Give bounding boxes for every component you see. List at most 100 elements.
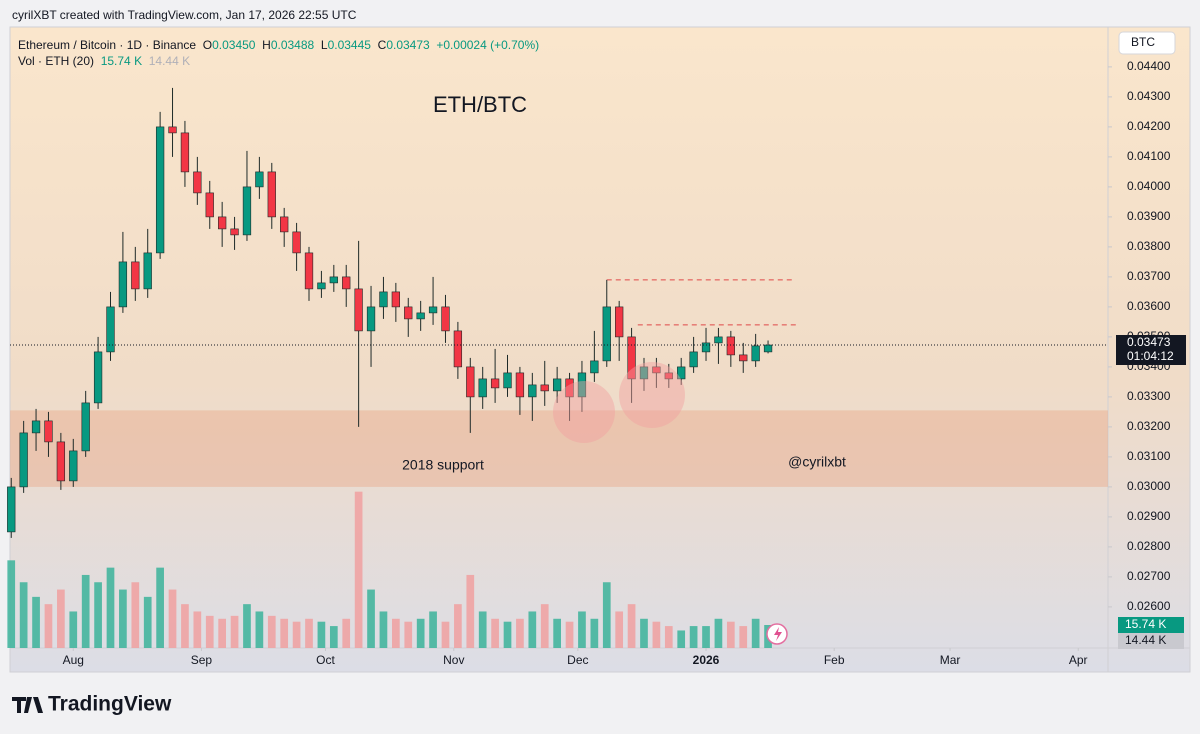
last-price-badge [1116, 335, 1186, 365]
volume-bar [652, 621, 661, 648]
volume-bar [677, 630, 686, 648]
candle-body [404, 306, 413, 320]
x-tick-label: Mar [940, 653, 961, 667]
ohlc-key: C [377, 38, 387, 52]
volume-bar [503, 621, 512, 648]
y-tick-label: 0.03600 [1127, 299, 1171, 313]
x-tick-label: Nov [443, 653, 464, 667]
volume-bar [664, 626, 673, 648]
candle-body [155, 126, 165, 254]
y-tick-label: 0.04300 [1127, 89, 1171, 103]
volume-bar [342, 618, 351, 648]
volume-bar [69, 611, 78, 648]
volume-bar [466, 574, 475, 648]
y-tick-label: 0.03200 [1127, 419, 1171, 433]
volume-bar [255, 611, 264, 648]
candle-body [69, 450, 78, 482]
volume-bar [19, 582, 28, 648]
volume-bar [305, 618, 313, 648]
candle-body [689, 351, 698, 368]
candle-body [677, 366, 686, 380]
volume-bar [441, 621, 450, 648]
candle-body [106, 306, 115, 353]
candle-body [193, 171, 202, 194]
volume-bar [329, 626, 338, 648]
volume-bar [627, 604, 636, 648]
volume-bar [565, 621, 574, 648]
brand: TradingView [48, 693, 172, 716]
y-tick-label: 0.04400 [1127, 59, 1171, 73]
candle-body [701, 342, 711, 353]
logo-mark [12, 697, 43, 713]
volume-bar [491, 618, 499, 648]
volume-bar [57, 589, 65, 648]
volume-bar [602, 582, 611, 648]
candle-body [577, 372, 587, 398]
candle-body [230, 228, 239, 236]
volume-bar [292, 621, 301, 648]
candle-body [267, 171, 276, 218]
candle-body [652, 366, 661, 374]
candle-body [242, 186, 252, 236]
y-tick-label: 0.03000 [1127, 479, 1171, 493]
volume-bar [354, 491, 363, 648]
ohlc-key: L [320, 38, 328, 52]
candle-body [751, 345, 760, 362]
candle-body [602, 306, 611, 362]
volume-bar [156, 567, 164, 648]
x-tick-label: Dec [567, 653, 588, 667]
candle-body [726, 336, 735, 356]
candle-body [131, 261, 140, 290]
ohlc-value: 0.03445 [327, 38, 371, 52]
candle-body [329, 276, 338, 284]
volume-bar [280, 618, 289, 648]
annotation-title: ETH/BTC [433, 92, 527, 117]
volume-bar [317, 621, 326, 648]
x-tick-label: Sep [191, 653, 213, 667]
candle-body [763, 344, 773, 353]
volume-bar [739, 626, 748, 648]
credit: cyrilXBT created with TradingView.com, J… [12, 8, 357, 22]
volume-bar [205, 615, 214, 648]
chart-frame [9, 26, 1191, 673]
volume-bar [429, 611, 437, 648]
volume-bar [119, 589, 127, 648]
volume-bar [44, 604, 53, 648]
candle-body [478, 378, 487, 398]
volume-bar [404, 621, 413, 648]
y-tick-label: 0.04200 [1127, 119, 1171, 133]
candle-body [565, 378, 574, 398]
volume-badge-label: 14.44 K [1125, 633, 1166, 647]
ohlc-value: 0.03488 [270, 38, 315, 52]
volume-bar [702, 626, 710, 648]
candle-body [441, 306, 450, 332]
volume-bar [379, 611, 388, 648]
volume-bar [454, 604, 462, 648]
x-tick-label: 2026 [693, 653, 720, 667]
volume-legend: Vol · ETH (20) 15.74 K 14.44 K [18, 54, 190, 68]
candle-body [552, 378, 562, 392]
candle-body [93, 351, 103, 404]
currency: BTC [1131, 35, 1155, 49]
volume-bar [615, 611, 624, 648]
annotation-handle: @cyrilxbt [788, 454, 846, 470]
candle-body [615, 306, 624, 338]
y-tick-label: 0.04100 [1127, 149, 1171, 163]
x-tick-label: Aug [63, 653, 84, 667]
volume-bar [81, 574, 90, 648]
candle-body [391, 291, 400, 308]
ohlc-value: 0.03450 [212, 38, 256, 52]
candle-body [379, 291, 388, 308]
currency-box[interactable] [1118, 31, 1176, 55]
volume-bar [714, 618, 723, 648]
volume-bar [540, 604, 549, 648]
volume-bar [578, 611, 586, 648]
y-tick-label: 0.03700 [1127, 269, 1171, 283]
volume-bar [193, 611, 202, 648]
candle-body [590, 360, 599, 374]
volume-bar [416, 618, 425, 648]
volume-bar [218, 618, 227, 648]
y-tick-label: 0.02600 [1127, 599, 1171, 613]
